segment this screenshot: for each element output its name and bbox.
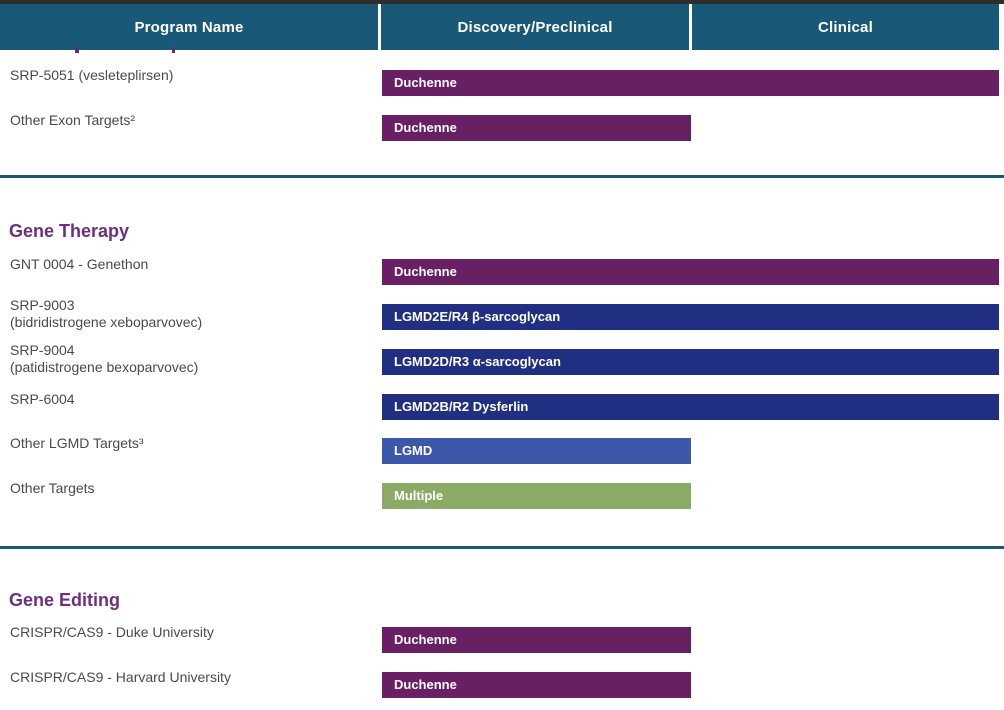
pipeline-bar-label: Duchenne	[394, 677, 457, 692]
program-label-line2: (bidridistrogene xeboparvovec)	[10, 314, 203, 330]
pipeline-bar-label: Duchenne	[394, 264, 457, 279]
program-label: SRP-9003 (bidridistrogene xeboparvovec)	[10, 297, 202, 331]
section-title-gene-therapy: Gene Therapy	[9, 221, 130, 241]
column-header-clinical: Clinical	[692, 4, 999, 50]
section-title-gene-editing: Gene Editing	[9, 590, 121, 610]
section-divider	[0, 546, 1004, 549]
program-label: Other LGMD Targets³	[10, 435, 144, 451]
pipeline-bar-label: LGMD	[394, 443, 433, 458]
pipeline-bar: Duchenne	[382, 672, 691, 698]
column-header-label: Discovery/Preclinical	[457, 18, 613, 36]
pipeline-bar-label: Duchenne	[394, 75, 457, 90]
clipped-section-heading-fragment	[75, 47, 79, 53]
pipeline-bar: Duchenne	[382, 627, 691, 653]
clipped-section-heading-fragment	[172, 47, 175, 53]
column-header-discovery-preclinical: Discovery/Preclinical	[381, 4, 689, 50]
top-border	[0, 0, 1004, 4]
column-header-label: Clinical	[818, 18, 873, 36]
pipeline-bar-label: LGMD2E/R4 β-sarcoglycan	[394, 309, 561, 324]
pipeline-bar-label: Multiple	[394, 488, 444, 503]
section-divider	[0, 175, 1004, 178]
pipeline-bar: Multiple	[382, 483, 691, 509]
pipeline-bar: LGMD2E/R4 β-sarcoglycan	[382, 304, 999, 330]
pipeline-bar: LGMD	[382, 438, 691, 464]
pipeline-bar-label: Duchenne	[394, 632, 457, 647]
program-label: CRISPR/CAS9 - Duke University	[10, 624, 214, 640]
program-label: SRP-5051 (vesleteplirsen)	[10, 67, 174, 83]
pipeline-bar-label: Duchenne	[394, 120, 457, 135]
program-label: Other Targets	[10, 480, 95, 496]
program-label: GNT 0004 - Genethon	[10, 256, 149, 272]
program-label: Other Exon Targets²	[10, 112, 136, 128]
program-label-line2: (patidistrogene bexoparvovec)	[10, 359, 199, 375]
column-header-program-name: Program Name	[0, 4, 378, 50]
column-header-label: Program Name	[134, 18, 244, 36]
pipeline-bar: Duchenne	[382, 70, 999, 96]
pipeline-bar: Duchenne	[382, 115, 691, 141]
program-label-line1: SRP-9004	[10, 342, 75, 358]
pipeline-bar: Duchenne	[382, 259, 999, 285]
program-label: SRP-6004	[10, 391, 75, 407]
program-label: CRISPR/CAS9 - Harvard University	[10, 669, 231, 685]
program-label-line1: SRP-9003	[10, 297, 75, 313]
pipeline-bar: LGMD2D/R3 α-sarcoglycan	[382, 349, 999, 375]
pipeline-bar-label: LGMD2B/R2 Dysferlin	[394, 399, 529, 414]
pipeline-bar: LGMD2B/R2 Dysferlin	[382, 394, 999, 420]
pipeline-bar-label: LGMD2D/R3 α-sarcoglycan	[394, 354, 561, 369]
program-label: SRP-9004 (patidistrogene bexoparvovec)	[10, 342, 198, 376]
